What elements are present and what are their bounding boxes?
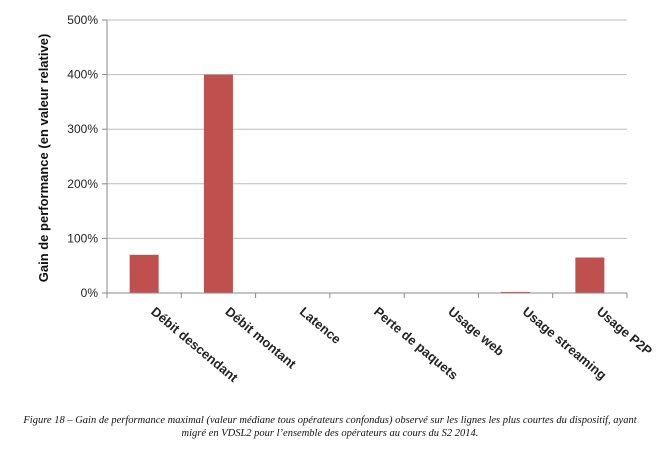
y-tick-label: 100%: [67, 231, 98, 245]
grid-lines: [107, 19, 627, 294]
x-category-label: Latence: [297, 304, 344, 347]
y-tick-label: 500%: [67, 13, 98, 27]
y-tick-label: 300%: [67, 122, 98, 136]
bars: [129, 74, 605, 294]
caption-text: Gain de performance maximal (valeur médi…: [72, 415, 637, 439]
x-axis: [106, 20, 628, 298]
y-axis-label: Gain de performance (en valeur relative): [36, 34, 51, 283]
y-tick-label: 200%: [67, 177, 98, 191]
bar: [575, 257, 605, 293]
bar-chart: 0% 100% 200% 300% 400% 500% Débit descendantD…: [36, 13, 655, 386]
y-tick-label: 0%: [81, 286, 99, 300]
figure-label: Figure 18 –: [23, 415, 73, 426]
bar: [129, 254, 159, 293]
bar: [203, 74, 233, 293]
x-category-label: Usage P2P: [594, 304, 655, 359]
figure-caption: Figure 18 – Gain de performance maximal …: [10, 414, 650, 440]
x-category-label: Usage web: [445, 304, 507, 359]
bar: [501, 291, 531, 293]
x-category-label: Débit montant: [223, 304, 300, 372]
y-tick-label: 400%: [67, 68, 98, 82]
y-axis-ticks: 0% 100% 200% 300% 400% 500%: [67, 13, 107, 300]
